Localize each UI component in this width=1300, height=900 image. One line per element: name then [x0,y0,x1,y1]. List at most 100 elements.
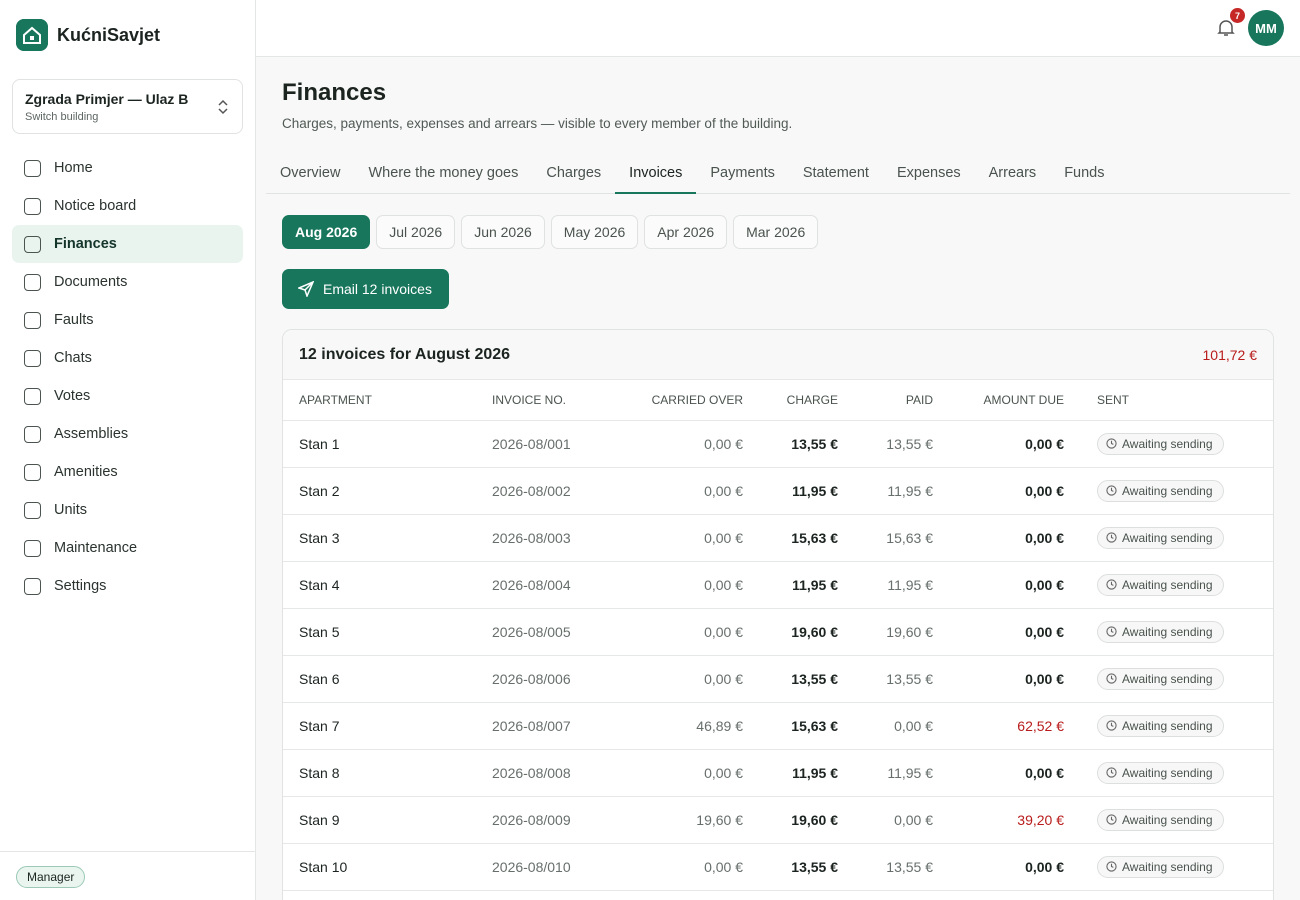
table-row[interactable]: Stan 1 2026-08/001 0,00 €13,55 €13,55 €0,0… [283,420,1273,468]
role-badge: Manager [16,866,86,888]
header-row: APARTMENT INVOICE NO. CARRIED OVER CHARGE PA… [283,380,1273,421]
nav-item[interactable]: Units [12,491,243,529]
status-pill: Awaiting sending [1097,526,1224,549]
cell: Stan 2 [283,467,491,515]
table-row[interactable]: Stan 8 2026-08/008 0,00 €11,95 €11,95 €0,0… [283,749,1273,797]
month-button[interactable]: Jun 2026 [461,215,545,249]
tabs: Overview Where the money goes Charges Invoi… [266,155,1290,194]
nav-item[interactable]: Amenities [12,453,243,491]
cell: 0,00 € [949,420,1080,468]
table-row[interactable]: Stan 4 2026-08/004 0,00 €11,95 €11,95 €0,0… [283,561,1273,609]
nav-item[interactable]: Home [12,149,243,187]
cell: 19,60 € [854,608,949,656]
brand[interactable]: KućniSavjet [16,19,160,51]
cell: 0,00 € [641,467,759,515]
clock-icon [1106,438,1117,449]
nav-label: Units [54,502,88,518]
clock-icon [1106,861,1117,872]
month-button[interactable]: Jul 2026 [376,215,456,249]
tab[interactable]: Expenses [896,165,961,181]
email-button[interactable]: Email 12 invoices [282,269,449,309]
cell: 13,55 € [854,655,949,703]
nav-item[interactable]: Votes [12,377,243,415]
tab[interactable]: Arrears [988,165,1037,181]
status-pill: Awaiting sending [1097,761,1224,784]
clock-icon [1106,579,1117,590]
nav-label: Faults [54,312,94,328]
table-row[interactable]: Stan 3 2026-08/003 0,00 €15,63 €15,63 €0,0… [283,514,1273,562]
cell: Stan 7 [283,702,491,750]
month-button[interactable]: May 2026 [550,215,639,249]
cell: Awaiting sending [1080,514,1273,562]
nav-label: Assemblies [54,426,129,442]
nav-icon [24,349,41,367]
nav-icon [24,159,41,177]
cell: 46,89 € [641,702,759,750]
nav-icon [24,273,41,291]
cell: 19,60 € [759,608,854,656]
nav-icon [24,463,41,481]
status-pill: Awaiting sending [1097,479,1224,502]
status-label: Awaiting sending [1122,812,1213,827]
nav-item[interactable]: Settings [12,567,243,605]
month-button[interactable]: Apr 2026 [644,215,728,249]
status-label: Awaiting sending [1122,530,1213,545]
table-row[interactable]: Stan 7 2026-08/007 46,89 €15,63 €0,00 €62,… [283,702,1273,750]
cell: 0,00 € [641,561,759,609]
card-title: 12 invoices for August 2026 [299,345,511,363]
cell: Stan 1 [283,420,491,468]
divider [0,851,255,852]
cell: 11,95 € [759,561,854,609]
status-label: Awaiting sending [1122,859,1213,874]
cell: 15,63 € [759,702,854,750]
table-row[interactable]: Stan 2 2026-08/002 0,00 €11,95 €11,95 €0,0… [283,467,1273,515]
nav-item[interactable]: Finances [12,225,243,263]
tab[interactable]: Where the money goes [368,165,519,181]
nav-item[interactable]: Maintenance [12,529,243,567]
table-row[interactable]: Stan 9 2026-08/009 19,60 €19,60 €0,00 €39,… [283,796,1273,844]
clock-icon [1106,626,1117,637]
tab[interactable]: Funds [1064,165,1105,181]
nav-icon [24,235,41,253]
cell: 13,55 € [759,420,854,468]
tab[interactable]: Overview [280,165,341,181]
status-label: Awaiting sending [1122,577,1213,592]
cell: 62,52 € [949,702,1080,750]
cell: 11,95 € [759,467,854,515]
nav-item[interactable]: Notice board [12,187,243,225]
cell: 0,00 € [949,843,1080,891]
cell: 11,95 € [854,467,949,515]
logo [16,19,48,51]
cell: Awaiting sending [1080,655,1273,703]
tab[interactable]: Statement [802,165,869,181]
table-row[interactable]: Stan 6 2026-08/006 0,00 €13,55 €13,55 €0,0… [283,655,1273,703]
month-button[interactable]: Aug 2026 [282,215,371,249]
nav-item[interactable]: Documents [12,263,243,301]
avatar[interactable]: MM [1248,10,1284,46]
nav-item[interactable]: Chats [12,339,243,377]
nav-icon [24,387,41,405]
column-header: INVOICE NO. [491,380,641,421]
nav: Home Notice board Finances Documents Faults C… [12,149,243,605]
nav-item[interactable]: Assemblies [12,415,243,453]
nav-label: Documents [54,274,128,290]
cell: 11,95 € [854,561,949,609]
cell: Awaiting sending [1080,749,1273,797]
tab[interactable]: Payments [710,165,775,181]
month-button[interactable]: Mar 2026 [733,215,819,249]
nav-label: Notice board [54,198,137,214]
cell: 0,00 € [949,608,1080,656]
status-pill: Awaiting sending [1097,808,1224,831]
bell-icon[interactable] [1216,18,1236,38]
table-row[interactable]: Stan 5 2026-08/005 0,00 €19,60 €19,60 €0,0… [283,608,1273,656]
building-switcher[interactable]: Zgrada Primjer — Ulaz B Switch building [12,79,243,134]
nav-item[interactable]: Faults [12,301,243,339]
tab[interactable]: Invoices [615,155,697,194]
table-row[interactable]: Stan 10 2026-08/010 0,00 €13,55 €13,55 €0,… [283,843,1273,891]
status-pill: Awaiting sending [1097,667,1224,690]
invoice-card: 12 invoices for August 2026 101,72 € APA… [282,329,1274,900]
nav-label: Amenities [54,464,118,480]
cell: Awaiting sending [1080,608,1273,656]
cell: Stan 6 [283,655,491,703]
tab[interactable]: Charges [546,165,602,181]
